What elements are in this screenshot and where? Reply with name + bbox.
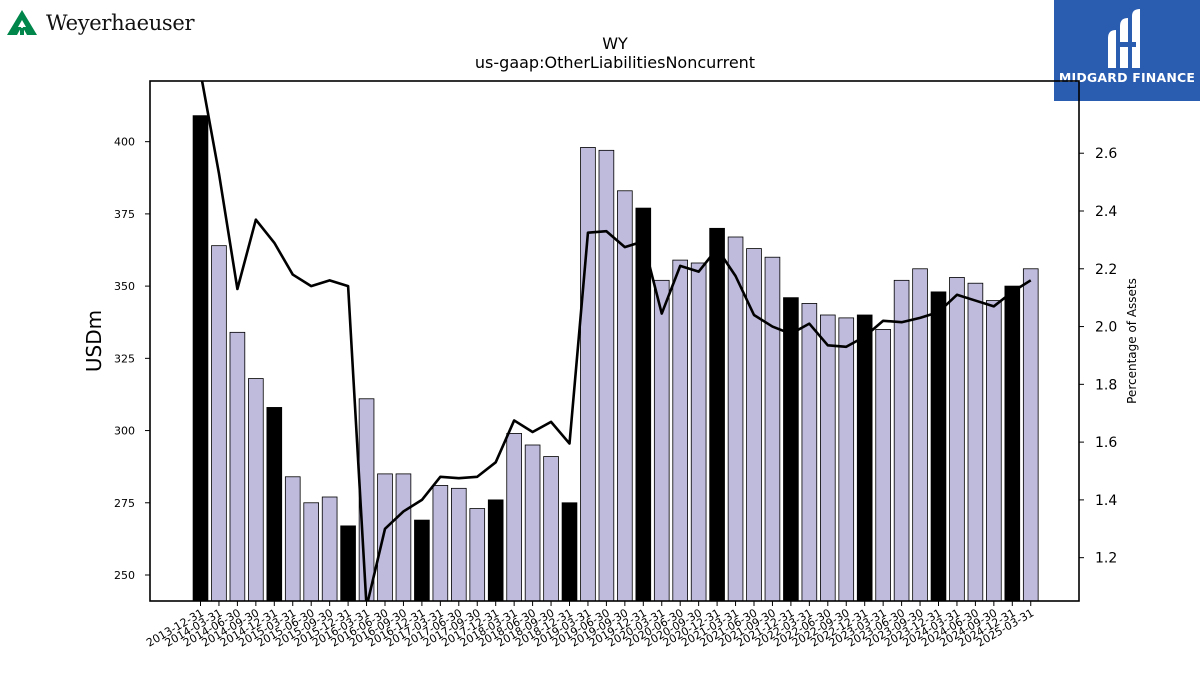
chart-subtitle: us-gaap:OtherLiabilitiesNoncurrent: [475, 53, 755, 72]
bar: [967, 282, 984, 601]
bar: [820, 314, 836, 601]
bar: [487, 499, 504, 601]
bar: [450, 487, 467, 601]
bar: [524, 444, 541, 601]
bar: [266, 407, 283, 601]
bar: [709, 227, 725, 601]
bar: [1004, 285, 1021, 601]
weyerhaeuser-logo: Weyerhaeuser: [6, 8, 195, 38]
y2-tick-label: 2.0: [1095, 320, 1117, 336]
bar: [930, 291, 947, 601]
bar: [653, 279, 670, 601]
y-tick-label: 250: [114, 569, 135, 582]
y-tick-label: 350: [114, 280, 135, 293]
bar: [949, 277, 965, 601]
bar: [617, 190, 633, 601]
y-tick-label: 375: [114, 208, 135, 221]
bar: [986, 300, 1002, 601]
bar: [783, 297, 799, 601]
bar: [211, 245, 227, 601]
bar: [340, 525, 356, 601]
bar: [727, 236, 744, 601]
y2-tick-label: 1.4: [1095, 493, 1117, 509]
bar: [506, 433, 522, 601]
tree-logo-icon: [7, 10, 37, 35]
bar: [229, 331, 246, 601]
y-axis-label: USDm: [82, 310, 106, 372]
bar: [192, 115, 209, 601]
bar: [893, 279, 910, 601]
y2-tick-label: 1.8: [1095, 377, 1117, 393]
chart-title: WY: [602, 34, 628, 53]
y-tick-label: 400: [114, 136, 135, 149]
plot-frame: [149, 80, 1080, 602]
bar: [875, 329, 891, 601]
bar: [284, 476, 301, 601]
bar: [1022, 268, 1039, 601]
company-logo-name: Weyerhaeuser: [46, 11, 195, 35]
brand-logo-name: MIDGARD FINANCE: [1058, 70, 1196, 85]
bar: [635, 207, 652, 601]
y2-tick-label: 2.4: [1095, 204, 1117, 220]
bar: [414, 519, 430, 601]
y-tick-label: 275: [114, 497, 135, 510]
bar: [912, 268, 928, 601]
y-tick-label: 325: [114, 352, 135, 365]
series-line: [200, 81, 1032, 601]
bar: [303, 502, 319, 601]
bar: [598, 149, 615, 601]
y2-tick-label: 1.6: [1095, 435, 1117, 451]
y2-tick-label: 2.6: [1095, 146, 1117, 162]
bar: [561, 502, 578, 601]
bar: [543, 456, 559, 601]
bar: [690, 262, 707, 601]
bar: [377, 473, 393, 601]
bar: [248, 378, 264, 601]
y2-tick-label: 2.2: [1095, 262, 1117, 278]
bar: [838, 317, 855, 601]
y2-tick-label: 1.2: [1095, 551, 1117, 567]
bar: [764, 256, 781, 601]
bar: [395, 473, 412, 601]
bar: [672, 259, 688, 601]
y-tick-label: 300: [114, 425, 135, 438]
bar: [580, 147, 596, 601]
midgard-mark-icon: [1108, 9, 1140, 68]
bar: [801, 303, 818, 601]
bar: [856, 314, 873, 601]
bar: [469, 508, 486, 601]
bar: [746, 248, 762, 601]
bar: [321, 496, 338, 601]
y2-axis-label: Percentage of Assets: [1125, 278, 1139, 404]
bar: [432, 485, 449, 601]
